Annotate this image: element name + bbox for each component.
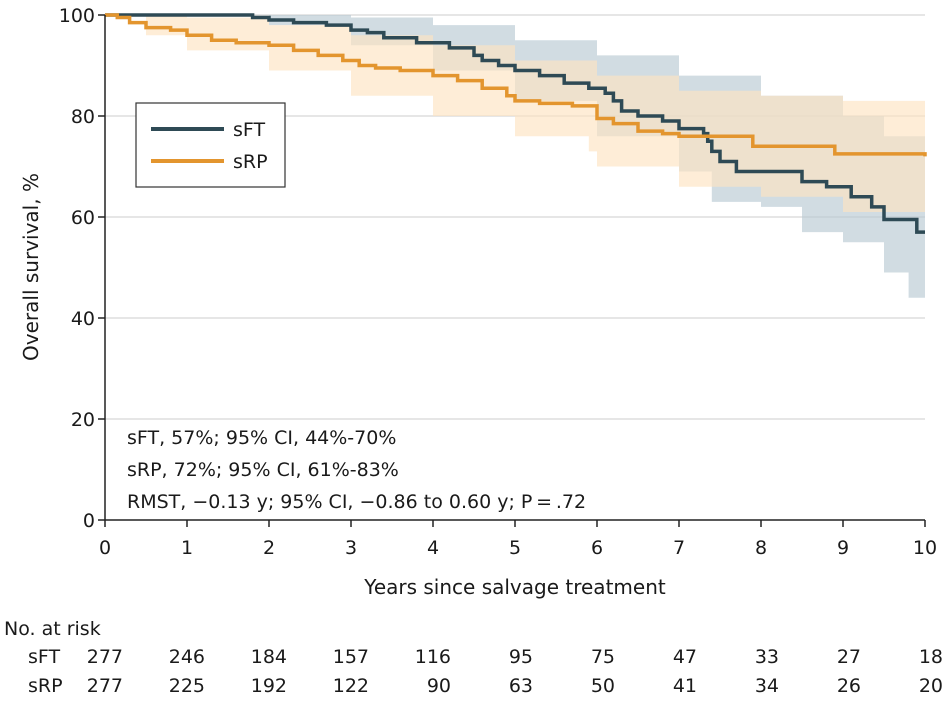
- risk-cell: 27: [836, 646, 861, 668]
- risk-cell: 75: [590, 646, 615, 668]
- x-tick-label-10: 10: [913, 537, 937, 559]
- risk-cell: 122: [332, 675, 369, 697]
- risk-cell: 95: [508, 646, 533, 668]
- annotation-line-3: RMST, −0.13 y; 95% CI, −0.86 to 0.60 y; …: [127, 491, 586, 513]
- axes: 0 20 40 60 80 100 0 1 2 3 4 5 6 7 8 9 10: [59, 5, 937, 559]
- risk-cell: 63: [508, 675, 533, 697]
- x-tick-label-5: 5: [509, 537, 521, 559]
- survival-curves: [105, 13, 927, 234]
- legend-box: [135, 102, 286, 188]
- risk-row-label-sft: sFT: [28, 646, 61, 668]
- x-tick-label-4: 4: [427, 537, 439, 559]
- risk-cell: 20: [918, 675, 943, 697]
- risk-cell: 192: [250, 675, 287, 697]
- risk-cell: 246: [168, 646, 205, 668]
- y-tick-label-40: 40: [71, 308, 95, 330]
- risk-cell: 41: [672, 675, 697, 697]
- risk-cell: 184: [250, 646, 287, 668]
- risk-cell: 225: [168, 675, 205, 697]
- legend-label-srp: sRP: [233, 151, 268, 173]
- risk-cell: 116: [414, 646, 451, 668]
- ci-band-sft: [105, 15, 925, 298]
- risk-cell: 157: [332, 646, 369, 668]
- survival-curve-sft: [105, 13, 925, 234]
- risk-cell: 33: [754, 646, 779, 668]
- y-tick-label-60: 60: [71, 207, 95, 229]
- risk-cell: 50: [590, 675, 615, 697]
- annotation-line-2: sRP, 72%; 95% CI, 61%-83%: [127, 459, 399, 481]
- x-tick-label-7: 7: [673, 537, 685, 559]
- x-tick-label-2: 2: [263, 537, 275, 559]
- x-tick-label-1: 1: [181, 537, 193, 559]
- risk-cell: 277: [86, 675, 123, 697]
- legend: sFT sRP: [135, 102, 286, 188]
- risk-row-label-srp: sRP: [28, 675, 63, 697]
- annotation-line-1: sFT, 57%; 95% CI, 44%-70%: [127, 427, 396, 449]
- x-tick-label-0: 0: [99, 537, 111, 559]
- survival-curve-srp: [105, 13, 927, 157]
- risk-cell: 18: [918, 646, 943, 668]
- risk-table-title: No. at risk: [4, 618, 101, 640]
- y-axis-title: Overall survival, %: [19, 173, 43, 361]
- y-tick-label-100: 100: [59, 5, 95, 27]
- x-tick-label-8: 8: [755, 537, 767, 559]
- x-axis-title: Years since salvage treatment: [363, 575, 666, 599]
- risk-cell: 277: [86, 646, 123, 668]
- risk-cell: 47: [672, 646, 697, 668]
- x-tick-label-6: 6: [591, 537, 603, 559]
- y-tick-label-80: 80: [71, 106, 95, 128]
- annotations: sFT, 57%; 95% CI, 44%-70% sRP, 72%; 95% C…: [127, 427, 586, 513]
- legend-label-sft: sFT: [233, 119, 265, 141]
- risk-cell: 90: [426, 675, 451, 697]
- x-tick-label-9: 9: [837, 537, 849, 559]
- y-tick-label-20: 20: [71, 409, 95, 431]
- x-tick-label-3: 3: [345, 537, 357, 559]
- risk-cell: 34: [754, 675, 779, 697]
- risk-cell: 26: [836, 675, 861, 697]
- y-tick-label-0: 0: [83, 510, 95, 532]
